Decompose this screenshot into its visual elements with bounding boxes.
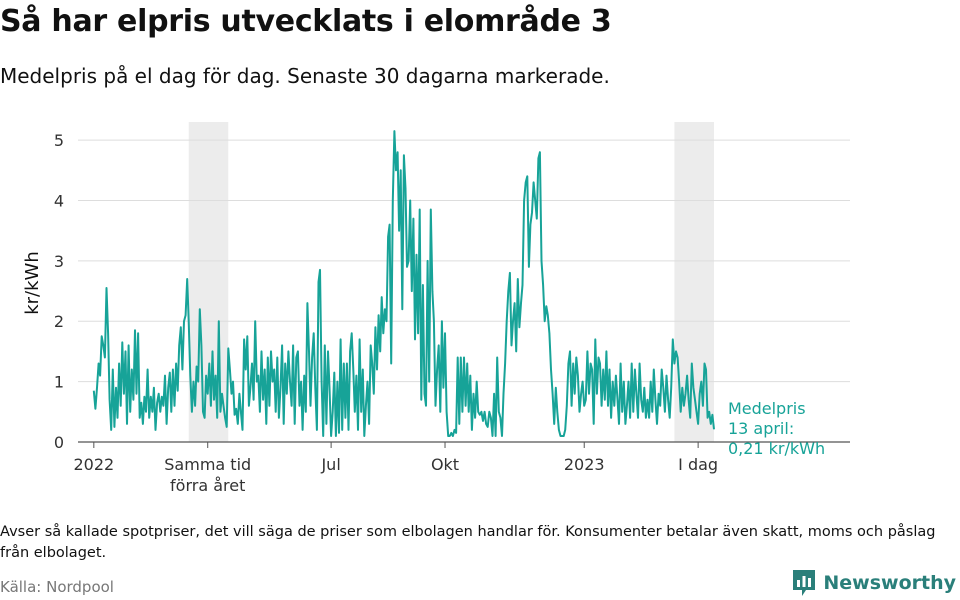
y-tick-label: 4 bbox=[54, 191, 64, 210]
x-tick-label: I dag bbox=[678, 455, 718, 474]
chart-subtitle: Medelpris på el dag för dag. Senaste 30 … bbox=[0, 64, 610, 88]
y-tick-label: 2 bbox=[54, 312, 64, 331]
y-tick-label: 5 bbox=[54, 131, 64, 150]
annotation-line-1: 13 april: bbox=[728, 419, 794, 438]
y-tick-label: 1 bbox=[54, 373, 64, 392]
x-tick-label: Jul bbox=[320, 455, 340, 474]
x-tick-label: Samma tid förra året bbox=[164, 455, 251, 495]
brand-name: Newsworthy bbox=[823, 572, 956, 594]
source-text: Källa: Nordpool bbox=[0, 578, 114, 596]
bar-chart-icon bbox=[793, 570, 816, 596]
y-axis-ticks: 0 1 2 3 4 5 bbox=[54, 131, 64, 452]
y-tick-label: 0 bbox=[54, 433, 64, 452]
y-axis-label: kr/kWh bbox=[22, 251, 43, 315]
x-tick-label: Okt bbox=[431, 455, 459, 474]
annotation-line-0: Medelpris bbox=[728, 399, 806, 418]
price-line-chart: 0 1 2 3 4 5 2022 Samma tid förra året Jul Okt 2023… bbox=[22, 122, 850, 495]
series-line-price bbox=[92, 130, 715, 437]
annotation-line-2: 0,21 kr/kWh bbox=[728, 439, 825, 458]
x-axis: 2022 Samma tid förra året Jul Okt 2023 I dag bbox=[73, 442, 718, 495]
y-tick-label: 3 bbox=[54, 252, 64, 271]
x-tick-label: 2022 bbox=[73, 455, 114, 474]
brand-logo[interactable]: Newsworthy bbox=[791, 568, 956, 598]
chart-title: Så har elpris utvecklats i elområde 3 bbox=[0, 4, 612, 39]
x-tick-label: 2023 bbox=[564, 455, 605, 474]
footnote: Avser så kallade spotpriser, det vill sä… bbox=[0, 524, 936, 561]
